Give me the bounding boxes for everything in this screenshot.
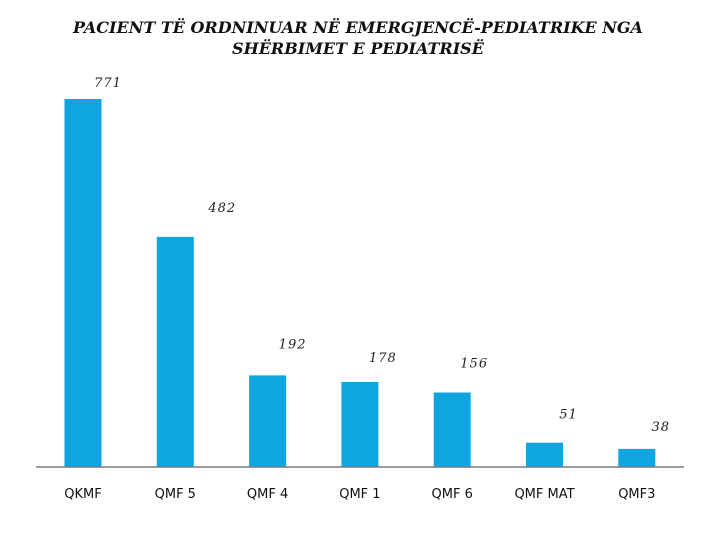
data-label: 38 — [652, 420, 671, 435]
x-tick-label: QMF 6 — [432, 487, 473, 502]
bar-qmf3 — [618, 448, 656, 467]
data-label: 482 — [207, 201, 236, 216]
data-label: 156 — [460, 357, 488, 372]
bar-qmf-5 — [156, 236, 194, 467]
bar-qmf-1 — [341, 382, 379, 467]
x-tick-label: QMF 5 — [155, 487, 196, 502]
data-label: 51 — [559, 408, 578, 423]
bar-qmf-4 — [249, 375, 287, 467]
data-labels-group: 771 482 192 178 156 51 38 — [94, 76, 671, 435]
chart-title-line-1: PACIENT TË ORDNINUAR NË EMERGJENCË-PEDIA… — [72, 17, 643, 37]
data-label: 771 — [94, 76, 122, 91]
x-tick-label: QMF 1 — [339, 487, 380, 502]
x-tick-label: QMF MAT — [514, 487, 574, 502]
x-tick-label: QMF3 — [618, 487, 655, 502]
bars-group — [64, 99, 656, 467]
data-label: 178 — [369, 351, 397, 366]
bar-qkmf — [64, 99, 102, 467]
x-tick-label: QMF 4 — [247, 487, 288, 502]
bar-qmf-mat — [526, 442, 563, 467]
data-label: 192 — [279, 337, 307, 352]
x-tick-labels-group: QKMF QMF 5 QMF 4 QMF 1 QMF 6 QMF MAT QMF3 — [64, 487, 655, 502]
bar-qmf-6 — [433, 392, 471, 467]
x-tick-label: QKMF — [64, 487, 101, 502]
chart-title-line-2: SHËRBIMET E PEDIATRISË — [232, 38, 485, 58]
